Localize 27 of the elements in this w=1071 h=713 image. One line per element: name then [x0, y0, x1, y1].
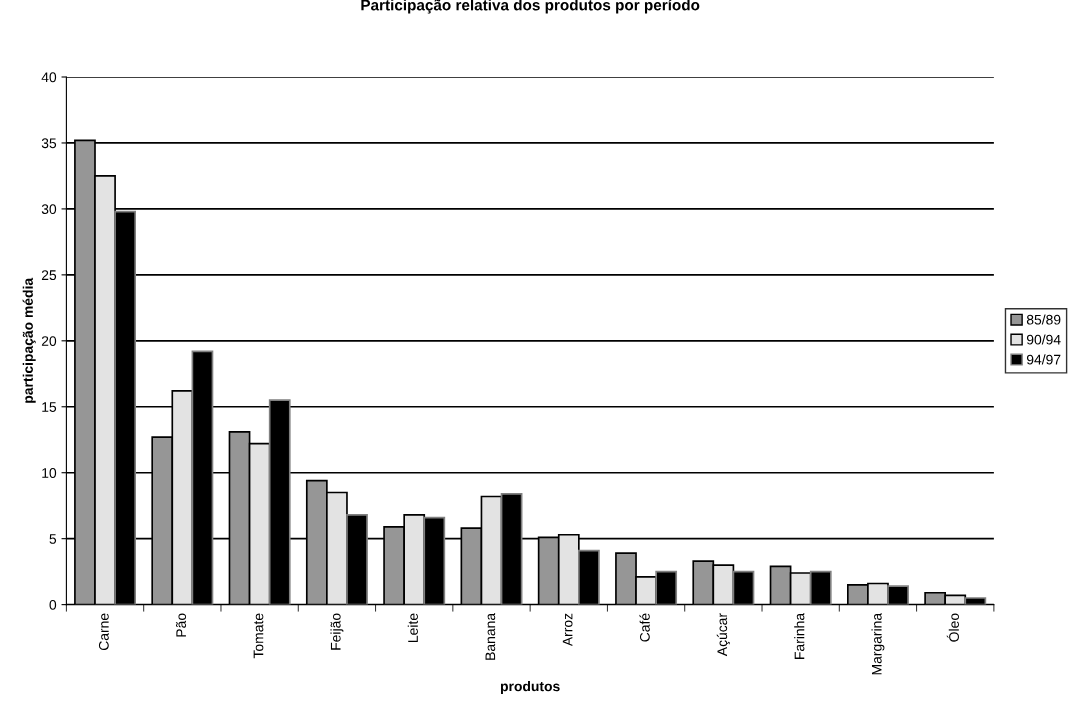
x-tick-label: Tomate: [253, 613, 264, 659]
x-tick-label: Farinha: [794, 612, 805, 659]
x-tick-label: Margarina: [871, 612, 885, 675]
y-tick-label: 0: [49, 599, 57, 610]
legend-label: 94/97: [1026, 354, 1061, 365]
x-axis-title: produtos: [500, 681, 560, 694]
x-tick-label: Carne: [98, 613, 109, 651]
y-tick-label: 20: [41, 336, 57, 346]
x-tick-label: Arroz: [562, 613, 573, 647]
legend-label: 85/89: [1026, 314, 1061, 325]
y-tick-label: 40: [41, 72, 57, 83]
y-tick-label: 10: [42, 468, 57, 478]
y-axis-title: participação média: [22, 277, 36, 403]
x-tick-label: Feijão: [330, 613, 344, 650]
chart-title: Participação relativa dos produtos por período: [361, 0, 700, 14]
x-tick-label: Pão: [175, 613, 187, 637]
x-tick-label: Açúcar: [716, 613, 730, 657]
x-tick-label: Óleo: [946, 613, 959, 642]
x-tick-label: Leite: [407, 613, 418, 642]
y-tick-label: 15: [42, 402, 57, 412]
x-tick-label: Café: [639, 613, 650, 642]
legend-label: 90/94: [1026, 334, 1061, 345]
y-tick-label: 25: [41, 270, 57, 281]
y-tick-label: 30: [41, 204, 57, 215]
y-tick-label: 35: [41, 138, 57, 149]
x-tick-label: Banana: [485, 612, 496, 660]
y-tick-label: 5: [49, 534, 57, 544]
